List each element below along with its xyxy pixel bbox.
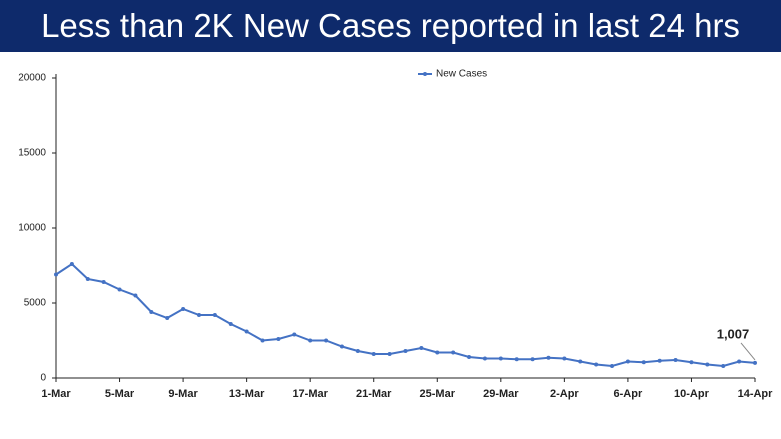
data-point [149,310,154,314]
data-point [101,280,106,284]
legend-marker [423,72,427,76]
data-point [339,344,344,349]
data-point [54,272,58,277]
data-point [451,350,456,355]
y-tick-label: 5000 [24,298,47,309]
data-point [85,277,90,281]
y-tick-label: 20000 [18,73,46,84]
data-point [260,338,265,343]
data-point [212,313,217,317]
data-label: 1,007 [717,326,750,341]
data-point [196,313,201,317]
data-point [641,360,646,365]
data-point [133,293,138,298]
y-tick-label: 10000 [18,223,46,234]
x-tick-label: 25-Mar [420,388,456,400]
data-point [165,316,170,320]
data-point [387,352,392,356]
x-tick-label: 10-Apr [674,388,710,400]
data-point [705,362,710,367]
data-point [657,358,662,363]
data-point [69,262,74,266]
data-point [625,359,630,364]
data-point [498,356,503,361]
data-point [244,329,249,334]
data-point [530,357,535,362]
y-tick-label: 0 [40,373,46,384]
x-tick-label: 9-Mar [168,388,198,400]
data-point [419,346,424,350]
data-point [117,287,122,292]
y-tick-label: 15000 [18,148,46,159]
data-point [181,307,186,311]
data-point [753,360,757,365]
data-point [276,337,281,341]
x-tick-label: 2-Apr [550,388,579,400]
x-tick-label: 5-Mar [105,388,135,400]
data-point [546,355,551,360]
data-point [308,338,313,343]
x-tick-label: 13-Mar [229,388,265,400]
data-point [562,356,567,361]
data-point [482,356,487,361]
x-tick-label: 6-Apr [614,388,643,400]
x-tick-label: 14-Apr [738,388,774,400]
data-point [292,332,297,337]
chart: 0 5000 10000 15000 20000 1-Mar 5-Mar 9-Mar 13-Ma… [18,69,774,400]
data-point [467,355,472,359]
data-point [403,349,408,353]
legend-label: New Cases [436,69,487,80]
data-point [371,352,376,356]
x-tick-label: 1-Mar [41,388,71,400]
data-point [610,364,615,368]
data-point [689,360,694,365]
data-point [355,349,360,353]
data-point [514,357,519,362]
data-point [324,338,329,343]
data-point [673,358,678,362]
data-point [228,322,233,326]
x-tick-label: 29-Mar [483,388,519,400]
chart-title: Less than 2K New Cases reported in last … [0,0,781,52]
data-point [435,350,440,355]
x-tick-label: 17-Mar [292,388,328,400]
data-point [721,364,726,368]
label-leader [740,342,756,361]
data-point [737,359,742,364]
data-point [578,359,583,364]
x-tick-label: 21-Mar [356,388,392,400]
data-point [594,362,599,367]
